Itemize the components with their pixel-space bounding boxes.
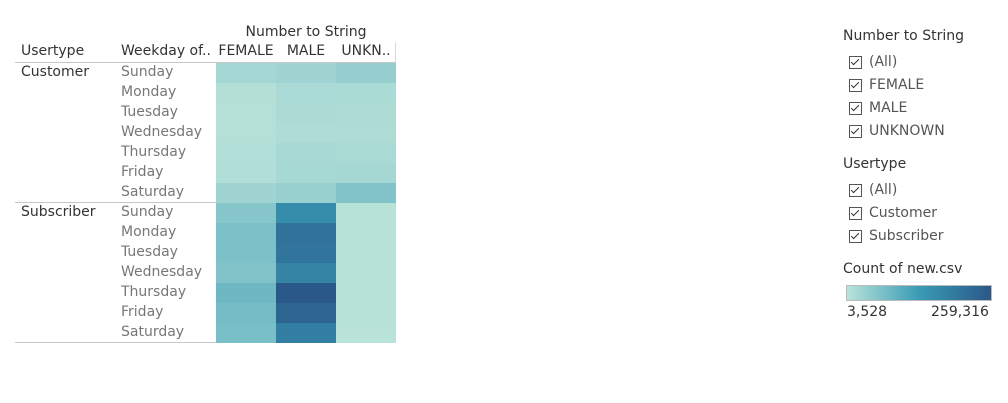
heat-cell-customer-tuesday-0[interactable] (216, 103, 276, 123)
heat-cell-customer-sunday-2[interactable] (336, 63, 396, 83)
heat-cell-customer-sunday-1[interactable] (276, 63, 336, 83)
weekday-label-subscriber-sunday: Sunday (121, 204, 174, 220)
heat-cell-customer-saturday-0[interactable] (216, 183, 276, 203)
heat-cell-subscriber-wednesday-2[interactable] (336, 263, 396, 283)
filter-usertype-subscriber[interactable]: Subscriber (849, 228, 944, 244)
heat-cell-subscriber-monday-2[interactable] (336, 223, 396, 243)
heat-cell-subscriber-tuesday-1[interactable] (276, 243, 336, 263)
weekday-label-subscriber-thursday: Thursday (121, 284, 187, 300)
heat-cell-customer-saturday-2[interactable] (336, 183, 396, 203)
heat-cell-customer-friday-0[interactable] (216, 163, 276, 183)
weekday-label-customer-sunday: Sunday (121, 64, 174, 80)
checkbox-icon[interactable] (849, 229, 862, 243)
group-separator (15, 202, 396, 203)
heat-cell-subscriber-sunday-0[interactable] (216, 203, 276, 223)
checkbox-icon[interactable] (849, 55, 862, 69)
heat-cell-customer-saturday-1[interactable] (276, 183, 336, 203)
heat-cell-subscriber-thursday-2[interactable] (336, 283, 396, 303)
checkbox-icon[interactable] (849, 206, 862, 220)
filter-gender-female[interactable]: FEMALE (849, 77, 924, 93)
heat-cell-subscriber-saturday-0[interactable] (216, 323, 276, 343)
filter-title-usertype: Usertype (843, 156, 907, 172)
weekday-label-customer-monday: Monday (121, 84, 177, 100)
heat-cell-subscriber-friday-2[interactable] (336, 303, 396, 323)
heat-cell-subscriber-friday-0[interactable] (216, 303, 276, 323)
checkbox-icon[interactable] (849, 78, 862, 92)
heat-cell-customer-monday-0[interactable] (216, 83, 276, 103)
heat-cell-subscriber-friday-1[interactable] (276, 303, 336, 323)
heat-cell-subscriber-monday-1[interactable] (276, 223, 336, 243)
heat-cell-customer-tuesday-2[interactable] (336, 103, 396, 123)
heat-cell-customer-monday-1[interactable] (276, 83, 336, 103)
checkbox-icon[interactable] (849, 183, 862, 197)
filter-gender-all[interactable]: (All) (849, 54, 897, 70)
weekday-label-subscriber-saturday: Saturday (121, 324, 185, 340)
checkbox-icon[interactable] (849, 101, 862, 115)
weekday-header[interactable]: Weekday of.. (121, 43, 211, 59)
heat-cell-subscriber-thursday-0[interactable] (216, 283, 276, 303)
heat-cell-customer-wednesday-2[interactable] (336, 123, 396, 143)
usertype-header[interactable]: Usertype (21, 43, 85, 59)
filter-gender-male[interactable]: MALE (849, 100, 907, 116)
heat-cell-customer-wednesday-1[interactable] (276, 123, 336, 143)
weekday-label-subscriber-wednesday: Wednesday (121, 264, 203, 280)
heat-cell-subscriber-thursday-1[interactable] (276, 283, 336, 303)
col-header-unknown[interactable]: UNKN.. (341, 43, 391, 59)
color-legend-min: 3,528 (847, 304, 888, 320)
heat-cell-subscriber-monday-0[interactable] (216, 223, 276, 243)
heat-cell-subscriber-saturday-1[interactable] (276, 323, 336, 343)
weekday-label-customer-friday: Friday (121, 164, 164, 180)
color-legend-max: 259,316 (931, 304, 989, 320)
heat-cell-customer-sunday-0[interactable] (216, 63, 276, 83)
heat-cell-subscriber-wednesday-1[interactable] (276, 263, 336, 283)
heat-cell-customer-tuesday-1[interactable] (276, 103, 336, 123)
col-header-male[interactable]: MALE (286, 43, 326, 59)
heat-cell-customer-monday-2[interactable] (336, 83, 396, 103)
heat-cell-customer-friday-2[interactable] (336, 163, 396, 183)
heat-cell-customer-thursday-0[interactable] (216, 143, 276, 163)
usertype-customer: Customer (21, 64, 90, 80)
heat-cell-customer-wednesday-0[interactable] (216, 123, 276, 143)
weekday-label-subscriber-tuesday: Tuesday (121, 244, 178, 260)
checkbox-icon[interactable] (849, 124, 862, 138)
heat-cell-subscriber-saturday-2[interactable] (336, 323, 396, 343)
header-line (15, 62, 396, 63)
column-group-title: Number to String (245, 24, 367, 40)
heat-cell-subscriber-tuesday-0[interactable] (216, 243, 276, 263)
heat-cell-customer-thursday-1[interactable] (276, 143, 336, 163)
heat-cell-subscriber-sunday-2[interactable] (336, 203, 396, 223)
heat-cell-subscriber-tuesday-2[interactable] (336, 243, 396, 263)
col-header-female[interactable]: FEMALE (218, 43, 274, 59)
heat-cell-customer-friday-1[interactable] (276, 163, 336, 183)
usertype-subscriber: Subscriber (21, 204, 96, 220)
weekday-label-customer-thursday: Thursday (121, 144, 187, 160)
filter-usertype-all[interactable]: (All) (849, 182, 897, 198)
header-divider (395, 42, 396, 62)
weekday-label-customer-tuesday: Tuesday (121, 104, 178, 120)
filter-title-gender: Number to String (843, 28, 964, 44)
weekday-label-subscriber-friday: Friday (121, 304, 164, 320)
weekday-label-customer-wednesday: Wednesday (121, 124, 203, 140)
heat-cell-subscriber-sunday-1[interactable] (276, 203, 336, 223)
weekday-label-customer-saturday: Saturday (121, 184, 185, 200)
heat-cell-customer-thursday-2[interactable] (336, 143, 396, 163)
color-legend-title: Count of new.csv (843, 261, 963, 277)
heat-cell-subscriber-wednesday-0[interactable] (216, 263, 276, 283)
filter-usertype-customer[interactable]: Customer (849, 205, 937, 221)
weekday-label-subscriber-monday: Monday (121, 224, 177, 240)
filter-gender-unknown[interactable]: UNKNOWN (849, 123, 945, 139)
color-legend-gradient[interactable] (846, 285, 992, 301)
table-bottom-line (15, 342, 396, 343)
